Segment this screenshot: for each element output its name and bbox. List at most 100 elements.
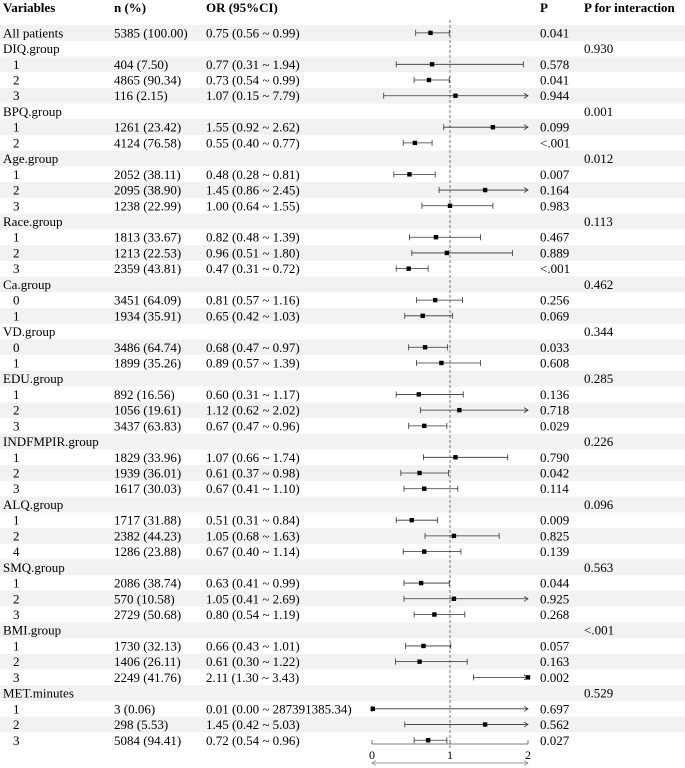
row-n: 1238 (22.99) [114,198,181,213]
row-or-ci: 0.60 (0.31 ~ 1.17) [206,387,300,402]
or-point [417,470,422,476]
row-p: 0.562 [540,717,569,732]
or-point [421,643,426,649]
row-bands [0,25,685,733]
x-tick-label: 1 [447,748,453,762]
row-label: 1 [13,57,20,72]
row-n: 404 (7.50) [114,57,168,72]
table-row: SMQ.group 0.563 [3,560,613,575]
row-band [0,559,685,576]
table-row: 3 5084 (94.41) 0.72 (0.54 ~ 0.96) 0.027 [13,733,570,748]
row-p-interaction: 0.529 [584,686,613,701]
row-p: 0.136 [540,387,570,402]
row-p: 0.041 [540,73,569,88]
or-point [422,549,427,554]
row-label: 3 [13,481,20,496]
table-row: ALQ.group 0.096 [3,497,614,512]
row-p: 0.718 [540,403,569,418]
or-point [409,517,414,523]
row-n: 1056 (19.61) [114,403,181,418]
row-n: 1813 (33.67) [114,230,181,245]
or-point [416,392,421,397]
row-n: 1213 (22.53) [114,245,181,260]
row-p: 0.268 [540,607,569,622]
header-variables: Variables [3,0,55,15]
row-p: 0.790 [540,450,569,465]
or-point [406,266,411,271]
table-row: DIQ.group 0.930 [3,41,613,56]
row-or-ci: 0.68 (0.47 ~ 0.97) [206,340,300,355]
or-point [412,140,418,146]
row-p: <.001 [540,261,570,276]
or-point [451,596,457,601]
row-label: 2 [13,528,20,543]
row-or-ci: 0.65 (0.42 ~ 1.03) [206,308,300,323]
header-n: n (%) [114,0,146,15]
direction-arrow-right [523,760,529,766]
or-point [444,250,450,256]
row-label: All patients [3,25,63,40]
table-row: 3 2729 (50.68) 0.80 (0.54 ~ 1.19) 0.268 [13,607,569,622]
row-p-interaction: 0.001 [584,104,613,119]
row-label: Age.group [3,151,58,166]
table-row: 0 3486 (64.74) 0.68 (0.47 ~ 0.97) 0.033 [13,340,569,355]
table-row: 1 1934 (35.91) 0.65 (0.42 ~ 1.03) 0.069 [13,308,569,323]
table-row: EDU.group 0.285 [3,371,613,386]
row-p-interaction: 0.344 [584,324,614,339]
row-p-interaction: 0.012 [584,151,613,166]
row-p: 0.029 [540,418,569,433]
or-point [417,659,422,664]
ci-arrow [523,407,529,413]
row-label: SMQ.group [3,560,65,575]
row-band [0,622,685,639]
direction-arrow-left [371,760,377,766]
row-n: 1899 (35.26) [114,355,181,370]
row-p: 0.027 [540,733,570,748]
row-label: 3 [13,418,20,433]
or-point [426,77,432,83]
or-point [429,62,435,67]
row-n: 3437 (63.83) [114,418,181,433]
or-point [420,313,425,319]
row-or-ci: 0.67 (0.47 ~ 0.96) [206,418,300,433]
row-p-interaction: 0.563 [584,560,613,575]
row-or-ci: 1.45 (0.86 ~ 2.45) [206,183,300,198]
or-point [418,580,424,586]
table-row: MET.minutes 0.529 [3,686,613,701]
row-n: 1730 (32.13) [114,638,181,653]
or-point [433,235,439,240]
table-row: 2 1939 (36.01) 0.61 (0.37 ~ 0.98) 0.042 [13,466,569,481]
table-row: 3 1617 (30.03) 0.67 (0.41 ~ 1.10) 0.114 [13,481,569,496]
row-p: 0.578 [540,57,569,72]
row-band [0,496,685,513]
row-label: 1 [13,355,20,370]
table-row: 2 4865 (90.34) 0.73 (0.54 ~ 0.99) 0.041 [13,73,569,88]
row-label: 2 [13,717,20,732]
row-band [0,87,685,104]
or-point [428,30,433,36]
row-band [0,150,685,167]
row-label: 1 [13,576,20,591]
row-p: 0.033 [540,340,569,355]
row-label: 2 [13,591,20,606]
row-or-ci: 0.89 (0.57 ~ 1.39) [206,355,300,370]
row-band [0,528,685,544]
row-or-ci: 2.11 (1.30 ~ 3.43) [206,670,299,685]
row-p: 0.697 [540,701,570,716]
row-n: 2086 (38.74) [114,576,181,591]
row-or-ci: 0.55 (0.40 ~ 0.77) [206,135,300,150]
x-axis: 0 1 2 [369,740,531,766]
row-n: 2729 (50.68) [114,607,181,622]
row-label: 1 [13,513,20,528]
row-or-ci: 1.07 (0.66 ~ 1.74) [206,450,300,465]
row-n: 2359 (43.81) [114,261,181,276]
row-band [0,339,685,356]
table-row: 1 1813 (33.67) 0.82 (0.48 ~ 1.39) 0.467 [13,230,570,245]
row-label: EDU.group [3,371,63,386]
row-band [0,119,685,136]
row-n: 1829 (33.96) [114,450,181,465]
row-p-interaction: 0.226 [584,434,614,449]
row-n: 1286 (23.88) [114,544,181,559]
table-row: INDFMPIR.group 0.226 [3,434,614,449]
x-tick-label: 2 [525,748,531,762]
